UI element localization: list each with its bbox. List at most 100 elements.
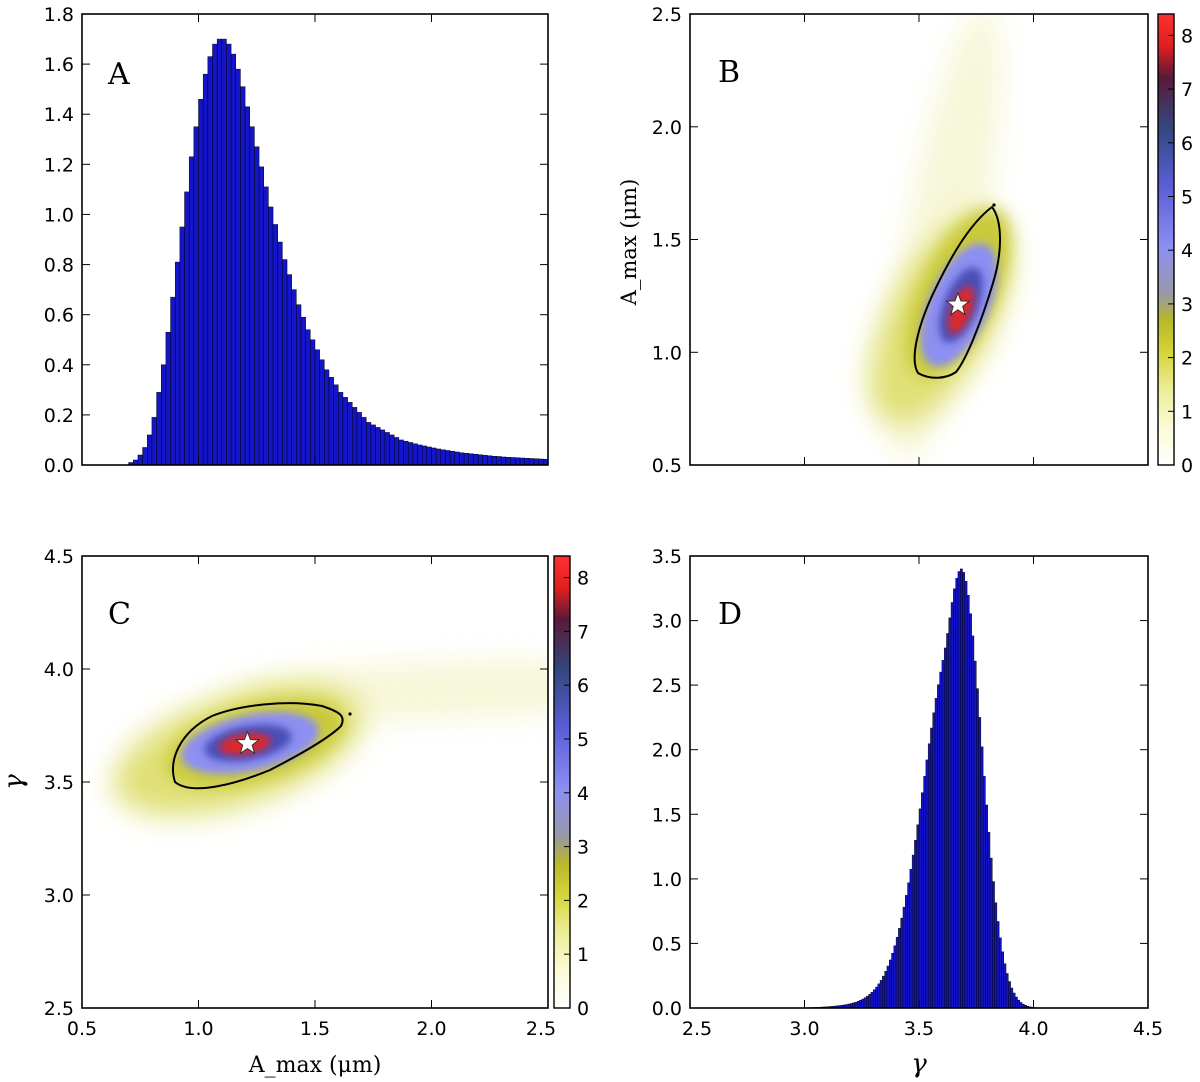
panel-b-label: B	[718, 55, 740, 90]
panel-a-bar	[487, 455, 493, 466]
panel-d-bar	[859, 1000, 862, 1009]
panel-a-bar	[468, 453, 474, 466]
panel-a-bar	[202, 73, 209, 466]
panel-a-bar	[226, 43, 232, 466]
panel-d-bar	[930, 727, 933, 1009]
panel-a-bar	[142, 447, 148, 466]
panel-d-y-tick-label: 0.5	[652, 933, 682, 955]
panel-a-bar	[160, 364, 167, 466]
panel-d-x-ticks: 2.5 3.0 3.5 4.0 4.5	[682, 556, 1163, 1040]
panel-c-peak-star	[234, 730, 261, 755]
panel-c-colorbar-label: 1	[577, 944, 589, 966]
panel-b-colorbar-label: 1	[1181, 401, 1193, 423]
panel-a-bar	[370, 424, 376, 466]
panel-a-y-tick-label: 0.8	[44, 255, 74, 277]
panel-c-colorbar	[553, 555, 571, 1009]
panel-d-bar	[946, 633, 949, 1009]
panel-d-bar	[992, 881, 995, 1009]
panel-a: 0.0 0.2 0.4 0.6 0.8 1.0 1.2 1.4 1.6 1.8 …	[44, 4, 549, 477]
panel-a-bar	[193, 126, 199, 466]
panel-a-bar	[454, 451, 460, 466]
panel-d-bar	[994, 902, 998, 1009]
panel-a-bar	[519, 457, 525, 466]
panel-d-bar	[923, 776, 927, 1009]
panel-b-colorbar	[1157, 13, 1175, 466]
panel-d-bar	[950, 602, 954, 1009]
panel-d-x-tick-label: 4.0	[1018, 1018, 1048, 1040]
panel-a-bar	[174, 261, 181, 466]
panel-d-bar	[980, 746, 984, 1009]
panel-a-bar	[463, 452, 470, 466]
panel-d-bar	[964, 581, 968, 1009]
panel-d-x-tick-label: 3.0	[789, 1018, 819, 1040]
panel-a-bar	[310, 339, 316, 466]
panel-a-bar	[435, 448, 442, 466]
panel-d-bar	[861, 998, 865, 1009]
panel-a-y-ticks: 0.0 0.2 0.4 0.6 0.8 1.0 1.2 1.4 1.6 1.8	[44, 4, 548, 477]
panel-a-bar	[445, 450, 451, 466]
panel-a-bar	[459, 452, 465, 466]
panel-a-bar	[347, 402, 353, 466]
panel-a-bar	[254, 146, 260, 466]
panel-b-colorbar-label: 5	[1181, 187, 1193, 209]
panel-d-bar	[911, 854, 915, 1009]
panel-c-colorbar-label: 2	[577, 890, 589, 912]
panel-b-y-tick-label: 2.0	[652, 117, 682, 139]
panel-a-bar	[230, 53, 237, 466]
panel-d-bar	[932, 712, 936, 1009]
panel-a-bar	[156, 392, 162, 466]
panel-d-bar	[921, 792, 924, 1009]
panel-d-bar	[889, 959, 892, 1009]
panel-a-bar	[515, 457, 521, 466]
panel-c-y-tick-label: 3.0	[44, 885, 74, 907]
panel-b-contour-dot	[992, 203, 996, 207]
panel-d-bar	[985, 804, 988, 1009]
panel-d-bar	[927, 743, 931, 1009]
panel-c-y-tick-label: 4.5	[44, 546, 74, 568]
panel-a-bar	[282, 259, 288, 466]
panel-b-y-axis-label: A_max (μm)	[617, 179, 641, 307]
panel-d-y-ticks: 0.0 0.5 1.0 1.5 2.0 2.5 3.0 3.5	[652, 546, 1148, 1020]
panel-a-bar	[277, 241, 283, 466]
panel-d-bar	[914, 840, 917, 1009]
panel-d-bar	[863, 997, 867, 1009]
panel-a-bar	[249, 126, 255, 466]
panel-a-bar	[272, 224, 278, 466]
panel-a-bar	[296, 304, 302, 466]
panel-b-x-ticks	[804, 14, 1034, 465]
panel-c-colorbar-label: 8	[577, 568, 589, 590]
panel-d-bar	[943, 647, 947, 1009]
panel-a-bar	[188, 156, 195, 466]
panel-a-label: A	[107, 57, 130, 92]
panel-a-bar	[235, 68, 241, 466]
panel-a-histogram	[128, 38, 549, 466]
panel-d-y-tick-label: 3.5	[652, 546, 682, 568]
panel-d-bar	[1010, 987, 1014, 1009]
panel-a-bar	[505, 457, 511, 466]
panel-d-bar	[996, 921, 1000, 1009]
panel-a-bar	[179, 226, 185, 466]
panel-d-bar	[884, 971, 888, 1009]
panel-c-contour-dot	[348, 712, 352, 716]
panel-a-bar	[333, 384, 339, 466]
panel-a-bar	[151, 417, 157, 466]
panel-d-bar	[948, 617, 952, 1009]
panel-a-bar	[137, 454, 143, 466]
panel-d-bar	[925, 759, 929, 1009]
panel-a-bar	[496, 456, 502, 466]
panel-d-bar	[959, 568, 963, 1009]
panel-d-bar	[1019, 1002, 1023, 1009]
panel-d-bar	[891, 953, 895, 1009]
panel-c-contour	[172, 702, 344, 790]
panel-a-bar	[263, 186, 269, 466]
panel-a-bar	[477, 454, 483, 466]
panel-a-bar	[291, 289, 297, 466]
panel-d-bar	[976, 688, 979, 1009]
panel-a-bar	[510, 457, 516, 466]
panel-a-bar	[319, 359, 325, 466]
panel-a-bar	[393, 437, 400, 466]
panel-a-bar	[314, 349, 320, 466]
panel-d-y-tick-label: 1.5	[652, 804, 682, 826]
panel-c-y-tick-label: 4.0	[44, 659, 74, 681]
panel-b-colorbar-ticks: 0 1 2 3 4 5 6 7 8	[1168, 25, 1193, 477]
